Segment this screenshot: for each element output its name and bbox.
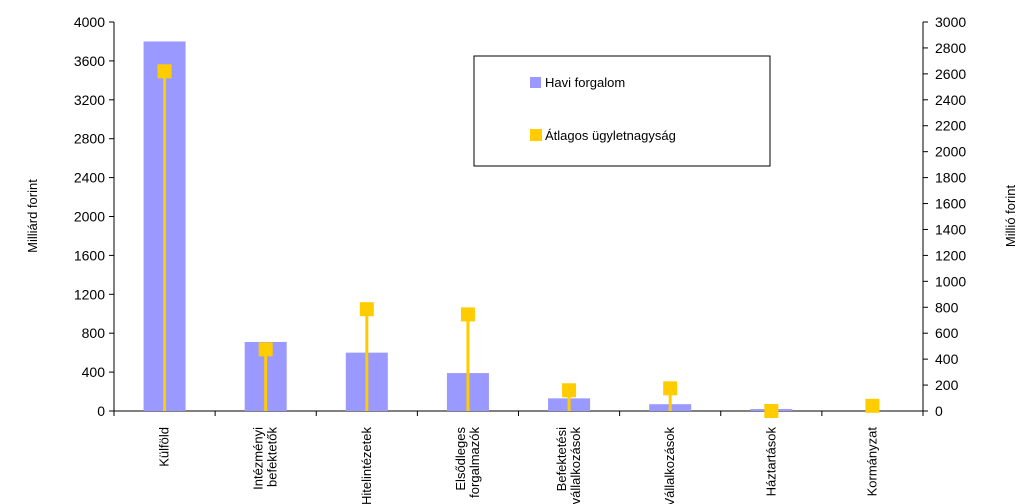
x-category-label: forgalmazók [467,427,482,498]
marker-atlagos-ugyletnagysag [865,398,880,413]
left-axis-tick-label: 3600 [74,53,105,69]
marker-atlagos-ugyletnagysag [157,64,172,79]
x-category-label: befektetők [265,427,280,487]
legend-label-havi-forgalom: Havi forgalom [545,75,625,90]
left-axis-tick-label: 2400 [74,170,105,186]
legend-box [473,55,771,167]
right-axis-tick-label: 1400 [935,221,966,237]
right-axis-tick-label: 200 [935,377,959,393]
right-axis-tick-label: 2000 [935,144,966,160]
x-category-label: Hitelintézetek [359,427,374,504]
marker-atlagos-ugyletnagysag [359,302,374,317]
x-category-label: Elsődleges [453,427,468,491]
right-axis-tick-label: 3000 [935,14,966,30]
right-axis-tick-label: 2800 [935,40,966,56]
marker-atlagos-ugyletnagysag [258,342,273,357]
marker-atlagos-ugyletnagysag [764,404,779,418]
x-category-label: vállalkozások [568,427,583,504]
x-category-label: Háztartások [763,427,778,497]
left-axis-tick-label: 1600 [74,247,105,263]
legend-swatch-havi-forgalom [530,77,541,88]
x-category-label: Vállalkozások [662,427,677,504]
left-axis-tick-label: 2000 [74,209,105,225]
marker-atlagos-ugyletnagysag [460,307,475,322]
marker-atlagos-ugyletnagysag [562,383,577,398]
right-axis-tick-label: 600 [935,325,959,341]
left-axis-tick-label: 1200 [74,286,105,302]
left-axis-tick-label: 2800 [74,131,105,147]
left-axis-tick-label: 3200 [74,92,105,108]
plot-area: 0 400 800 1200 1600 2000 2400 2800 3200 3600 4000 0… [74,14,967,504]
legend-swatch-atlagos-ugyletnagysag [530,129,542,141]
right-axis-tick-label: 2200 [935,118,966,134]
right-axis-tick-label: 0 [935,403,943,419]
legend: Havi forgalom Átlagos ügyletnagyság [473,55,771,167]
right-axis-tick-label: 2600 [935,66,966,82]
right-axis-tick-label: 1200 [935,247,966,263]
x-category-label: Kormányzat [864,427,879,497]
left-axis-tick-label: 800 [82,325,106,341]
legend-label-atlagos-ugyletnagysag: Átlagos ügyletnagyság [545,128,676,143]
x-category-label: Intézményi [251,427,266,490]
right-axis-tick-label: 2400 [935,92,966,108]
marker-atlagos-ugyletnagysag [663,381,678,396]
right-axis-tick-label: 400 [935,351,959,367]
right-axis-tick-label: 1800 [935,170,966,186]
left-axis-tick-label: 400 [82,364,106,380]
left-axis-tick-label: 4000 [74,14,105,30]
x-category-label: Külföld [157,427,172,467]
left-axis-label: Milliárd forint [25,179,40,253]
x-category-label: Befektetési [554,427,569,491]
right-axis-tick-label: 1600 [935,196,966,212]
right-axis-label: Millió forint [1003,185,1018,248]
right-axis-tick-label: 800 [935,299,959,315]
left-axis-tick-label: 0 [97,403,105,419]
right-axis-tick-label: 1000 [935,273,966,289]
